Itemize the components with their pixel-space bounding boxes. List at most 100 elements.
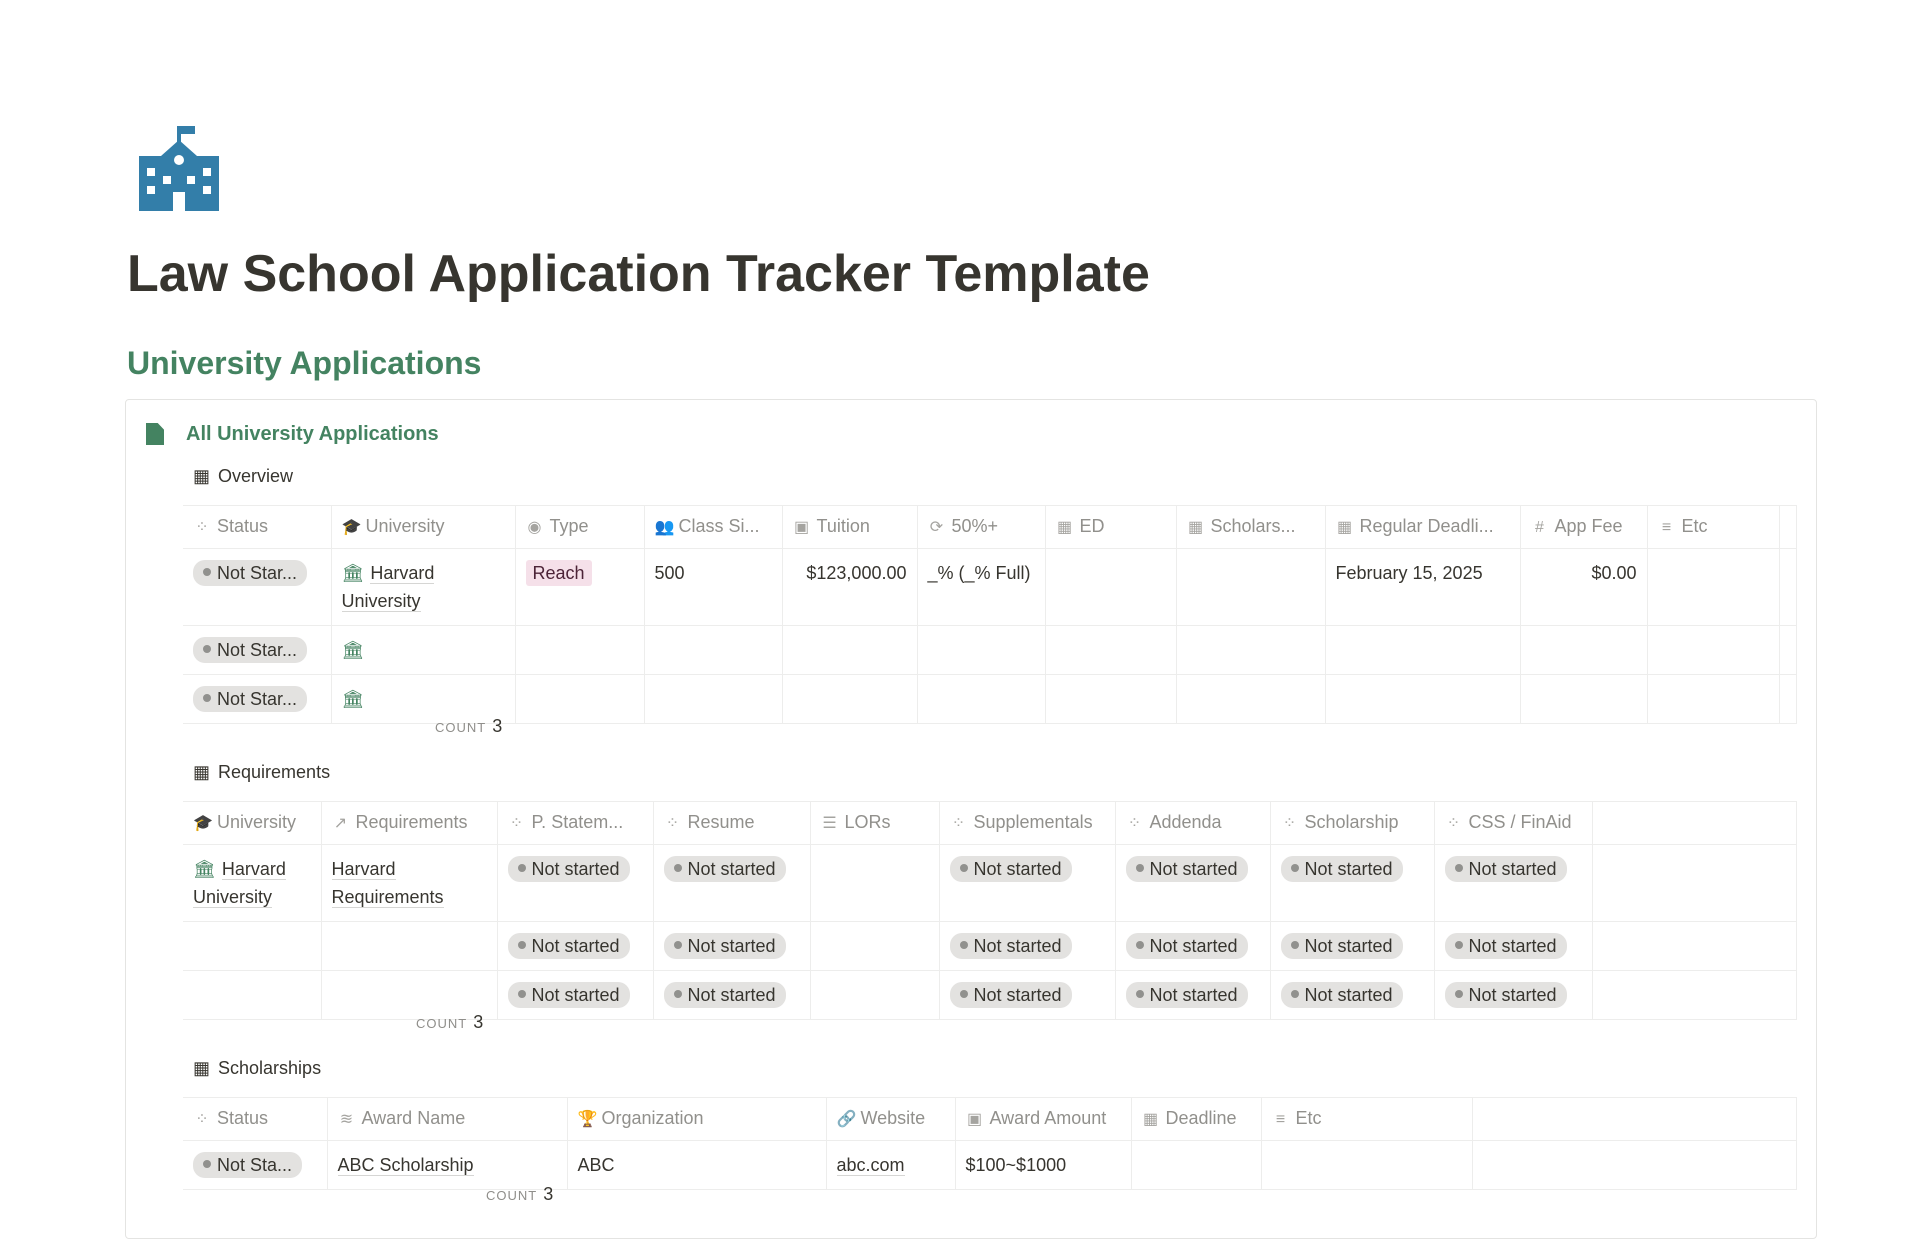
cell-award_amount[interactable]: $100~$1000 (955, 1140, 1132, 1190)
table-row[interactable]: Not Sta... ABC Scholarship ABC abc.com $100~… (183, 1140, 1797, 1190)
view-tab-scholarships[interactable]: ▦ Scholarships (193, 1058, 321, 1079)
cell-tuition[interactable] (782, 625, 918, 675)
cell-tuition[interactable] (782, 674, 918, 724)
cell-status[interactable]: Not Star... (183, 548, 332, 626)
column-header[interactable]: ⁘ P. Statem... (497, 801, 654, 845)
cell-css[interactable]: Not started (1434, 844, 1593, 922)
column-header[interactable]: ⁘ Status (183, 505, 332, 549)
cell-requirements[interactable]: Harvard Requirements (321, 844, 498, 922)
cell-regular_deadline[interactable] (1325, 674, 1521, 724)
column-header[interactable]: ⁘ Supplementals (939, 801, 1116, 845)
status-pill[interactable]: Not started (663, 856, 786, 882)
status-pill[interactable]: Not started (1280, 856, 1403, 882)
column-header[interactable]: ⁘ Status (183, 1097, 328, 1141)
status-pill[interactable]: Not started (949, 856, 1072, 882)
status-pill[interactable]: Not started (1125, 933, 1248, 959)
cell-class_size[interactable] (644, 674, 783, 724)
cell-etc[interactable] (1261, 1140, 1473, 1190)
cell-p_statement[interactable]: Not started (497, 970, 654, 1020)
cell-resume[interactable]: Not started (653, 970, 811, 1020)
column-header[interactable]: ▣ Award Amount (955, 1097, 1132, 1141)
cell-status[interactable]: Not Star... (183, 625, 332, 675)
cell-university[interactable] (183, 970, 322, 1020)
cell-css[interactable]: Not started (1434, 970, 1593, 1020)
column-header[interactable]: ⁘ Addenda (1115, 801, 1271, 845)
cell-lors[interactable] (810, 844, 940, 922)
cell-type[interactable]: Reach (515, 548, 645, 626)
cell-app_fee[interactable] (1520, 625, 1648, 675)
cell-type[interactable] (515, 674, 645, 724)
cell-css[interactable]: Not started (1434, 921, 1593, 971)
cell-app_fee[interactable] (1520, 674, 1648, 724)
university-link[interactable]: Harvard University (193, 859, 286, 908)
cell-resume[interactable]: Not started (653, 844, 811, 922)
column-header[interactable]: ⁘ CSS / FinAid (1434, 801, 1593, 845)
cell-class_size[interactable]: 500 (644, 548, 783, 626)
cell-scholarship[interactable] (1176, 548, 1326, 626)
status-pill[interactable]: Not Star... (193, 560, 308, 586)
cell-scholarship[interactable]: Not started (1270, 921, 1435, 971)
column-header[interactable]: ≡ Etc (1261, 1097, 1473, 1141)
status-pill[interactable]: Not started (1444, 933, 1567, 959)
cell-scholarship[interactable] (1176, 674, 1326, 724)
cell-requirements[interactable] (321, 921, 498, 971)
column-header[interactable]: 🔗 Website (826, 1097, 956, 1141)
status-pill[interactable]: Not started (507, 982, 630, 1008)
column-header[interactable]: ▦ Regular Deadli... (1325, 505, 1521, 549)
status-pill[interactable]: Not started (949, 982, 1072, 1008)
status-pill[interactable]: Not started (663, 982, 786, 1008)
cell-lors[interactable] (810, 970, 940, 1020)
column-header[interactable]: ≋ Award Name (327, 1097, 568, 1141)
cell-award_name[interactable]: ABC Scholarship (327, 1140, 568, 1190)
cell-website[interactable]: abc.com (826, 1140, 956, 1190)
status-pill[interactable]: Not started (1280, 982, 1403, 1008)
cell-deadline[interactable] (1131, 1140, 1262, 1190)
cell-addenda[interactable]: Not started (1115, 970, 1271, 1020)
column-header[interactable]: 👥 Class Si... (644, 505, 783, 549)
cell-supplementals[interactable]: Not started (939, 844, 1116, 922)
cell-scholarship[interactable]: Not started (1270, 970, 1435, 1020)
column-header[interactable]: 🎓 University (183, 801, 322, 845)
cell-university[interactable]: 🏛 Harvard University (331, 548, 516, 626)
requirements-link[interactable]: Harvard Requirements (331, 859, 444, 908)
cell-addenda[interactable]: Not started (1115, 921, 1271, 971)
cell-status[interactable]: Not Sta... (183, 1140, 328, 1190)
university-link[interactable]: Harvard University (341, 563, 435, 612)
cell-app_fee[interactable]: $0.00 (1520, 548, 1648, 626)
cell-addenda[interactable]: Not started (1115, 844, 1271, 922)
cell-class_size[interactable] (644, 625, 783, 675)
status-pill[interactable]: Not started (1280, 933, 1403, 959)
column-header[interactable]: ⁘ Scholarship (1270, 801, 1435, 845)
status-pill[interactable]: Not Star... (193, 686, 308, 712)
cell-university[interactable]: 🏛 (331, 625, 516, 675)
status-pill[interactable]: Not started (949, 933, 1072, 959)
table-row[interactable]: Not Star... 🏛 Harvard University Reach 500 $1… (183, 548, 1797, 626)
cell-regular_deadline[interactable]: February 15, 2025 (1325, 548, 1521, 626)
cell-scholarship[interactable]: Not started (1270, 844, 1435, 922)
cell-etc[interactable] (1647, 674, 1780, 724)
cell-supplementals[interactable]: Not started (939, 921, 1116, 971)
column-header[interactable]: # App Fee (1520, 505, 1648, 549)
column-header[interactable]: ≡ Etc (1647, 505, 1780, 549)
cell-tuition[interactable]: $123,000.00 (782, 548, 918, 626)
status-pill[interactable]: Not started (1444, 856, 1567, 882)
status-pill[interactable]: Not started (507, 856, 630, 882)
column-header[interactable]: ▦ Deadline (1131, 1097, 1262, 1141)
column-header[interactable]: ▣ Tuition (782, 505, 918, 549)
cell-lors[interactable] (810, 921, 940, 971)
cell-supplementals[interactable]: Not started (939, 970, 1116, 1020)
column-header[interactable]: 🏆 Organization (567, 1097, 827, 1141)
table-row[interactable]: 🏛 Harvard University Harvard Requirements N… (183, 844, 1797, 922)
table-row[interactable]: Not started Not started Not started Not sta… (183, 970, 1797, 1020)
column-header[interactable]: ⟳ 50%+ (917, 505, 1046, 549)
column-header[interactable]: ☰ LORs (810, 801, 940, 845)
column-header[interactable]: ◉ Type (515, 505, 645, 549)
cell-regular_deadline[interactable] (1325, 625, 1521, 675)
cell-university[interactable]: 🏛 (331, 674, 516, 724)
cell-fifty[interactable]: _% (_% Full) (917, 548, 1046, 626)
column-header[interactable]: ↗ Requirements (321, 801, 498, 845)
view-tab-requirements[interactable]: ▦ Requirements (193, 762, 330, 783)
table-row[interactable]: Not started Not started Not started Not sta… (183, 921, 1797, 971)
status-pill[interactable]: Not started (1125, 856, 1248, 882)
website-link[interactable]: abc.com (836, 1155, 905, 1176)
